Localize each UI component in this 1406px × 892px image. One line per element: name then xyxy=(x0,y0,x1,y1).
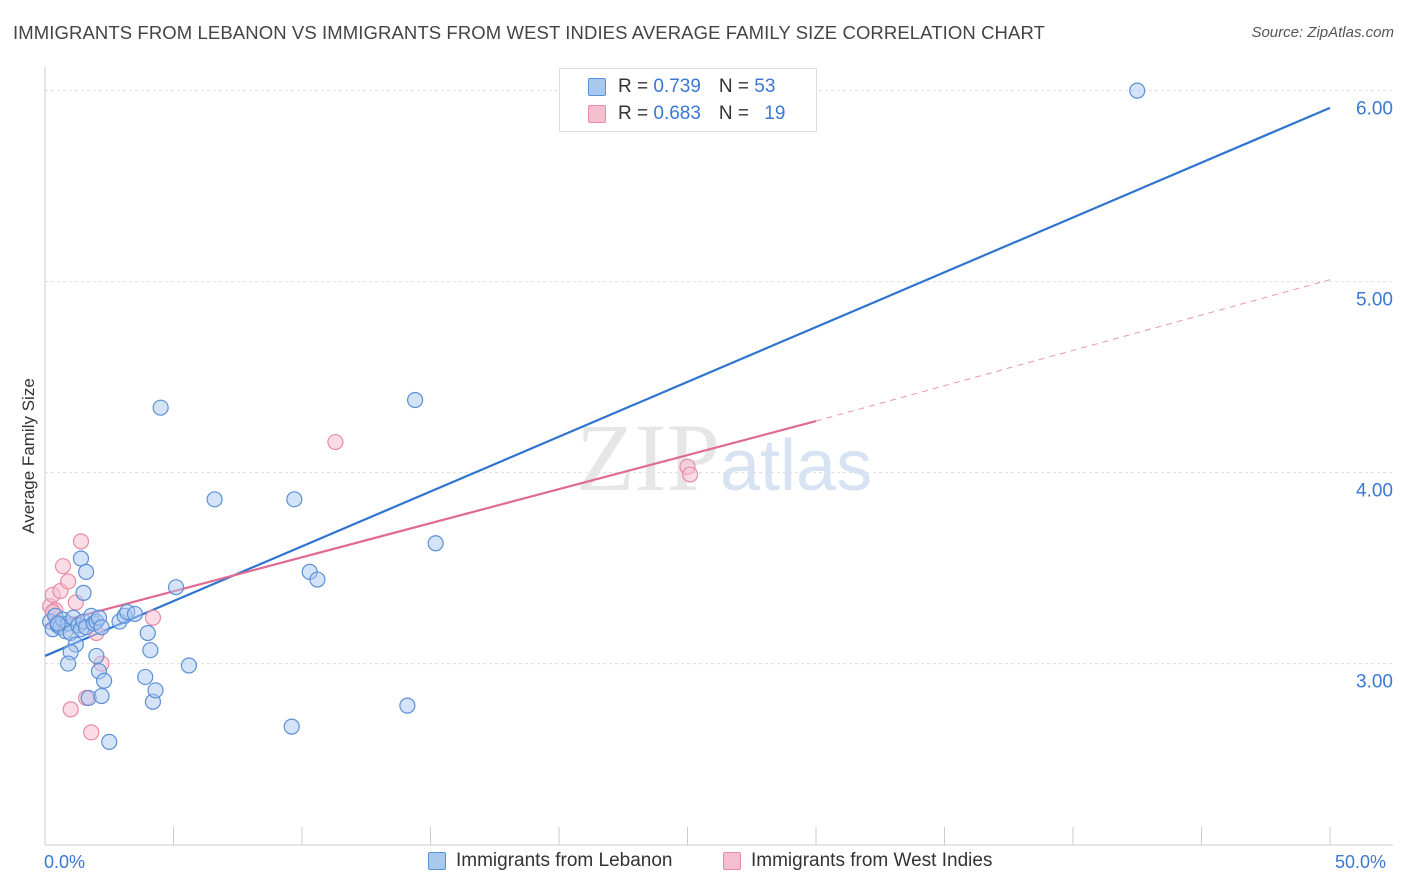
y-tick-labels: 3.00 4.00 5.00 6.00 xyxy=(1356,99,1393,693)
y-axis-label: Average Family Size xyxy=(19,378,38,534)
legend-swatch-blue xyxy=(588,78,606,96)
point-lebanon xyxy=(126,605,144,623)
legend-row-west-indies: R = 0.683 N = 19 xyxy=(560,100,785,128)
point-lebanon xyxy=(283,718,300,735)
series-swatch-blue xyxy=(428,852,446,870)
series-legend: Immigrants from Lebanon Immigrants from … xyxy=(0,850,1406,880)
point-lebanon xyxy=(167,579,185,596)
correlation-legend: R = 0.739 N = 53 R = 0.683 N = 19 xyxy=(559,68,817,132)
y-tick-label: 3.00 xyxy=(1356,672,1393,693)
point-lebanon xyxy=(427,535,444,552)
legend-n-value: 53 xyxy=(754,76,776,97)
legend-r-value: 0.683 xyxy=(653,103,701,124)
trend-lines xyxy=(44,106,1331,657)
point-lebanon xyxy=(406,391,424,409)
point-lebanon xyxy=(1129,82,1146,99)
legend-row-lebanon: R = 0.739 N = 53 xyxy=(560,73,775,101)
point-lebanon xyxy=(93,619,110,636)
point-lebanon xyxy=(142,642,159,659)
point-lebanon xyxy=(101,733,118,750)
gridlines xyxy=(45,90,1393,665)
point-west-indies xyxy=(72,533,90,550)
y-tick-label: 5.00 xyxy=(1356,290,1393,311)
point-lebanon xyxy=(206,491,223,508)
y-tick-label: 6.00 xyxy=(1356,99,1393,120)
point-lebanon xyxy=(72,550,90,567)
point-lebanon xyxy=(152,399,169,416)
watermark-zip: ZIP xyxy=(576,404,720,511)
point-lebanon xyxy=(49,615,66,632)
point-west-indies xyxy=(62,701,79,718)
point-lebanon xyxy=(139,624,156,642)
trend-line-lebanon xyxy=(44,106,1331,657)
point-lebanon xyxy=(137,668,154,686)
source-label: Source: ZipAtlas.com xyxy=(1251,24,1394,41)
watermark-atlas: atlas xyxy=(720,426,872,506)
legend-r-value: 0.739 xyxy=(653,76,701,97)
point-west-indies xyxy=(327,433,344,451)
series-label-west-indies: Immigrants from West Indies xyxy=(751,850,993,871)
point-west-indies xyxy=(83,724,100,741)
point-lebanon xyxy=(399,697,416,714)
series-swatch-pink xyxy=(723,852,741,870)
x-axis-min-label: 0.0% xyxy=(44,852,86,872)
legend-n-label: N = xyxy=(718,76,755,97)
axes xyxy=(44,67,1393,846)
point-lebanon xyxy=(78,563,95,581)
point-west-indies xyxy=(144,609,162,626)
trend-line-west-indies xyxy=(44,419,817,627)
series-label-lebanon: Immigrants from Lebanon xyxy=(456,850,673,871)
legend-r-label: R = xyxy=(618,76,654,97)
legend-r-label: R = xyxy=(618,103,654,124)
series-legend-west-indies: Immigrants from West Indies xyxy=(723,850,992,872)
point-lebanon xyxy=(180,657,198,674)
legend-n-value: 19 xyxy=(764,103,786,124)
series-legend-lebanon: Immigrants from Lebanon xyxy=(428,850,673,872)
chart-title: IMMIGRANTS FROM LEBANON VS IMMIGRANTS FR… xyxy=(13,22,1045,43)
point-lebanon xyxy=(147,682,164,699)
x-axis-max-label: 50.0% xyxy=(1335,852,1387,872)
data-points xyxy=(42,82,1146,750)
point-lebanon xyxy=(75,584,92,602)
point-lebanon xyxy=(96,672,113,689)
legend-swatch-pink xyxy=(588,105,606,123)
point-lebanon xyxy=(93,687,110,705)
point-lebanon xyxy=(309,571,326,588)
y-tick-label: 4.00 xyxy=(1356,481,1393,502)
point-west-indies xyxy=(681,466,699,483)
point-lebanon xyxy=(88,647,105,665)
legend-n-label: N = xyxy=(718,103,755,124)
trend-line-west-indies-extension xyxy=(815,279,1331,422)
point-west-indies xyxy=(60,573,77,590)
point-lebanon xyxy=(60,655,77,672)
point-west-indies xyxy=(54,558,72,575)
point-lebanon xyxy=(286,491,303,508)
